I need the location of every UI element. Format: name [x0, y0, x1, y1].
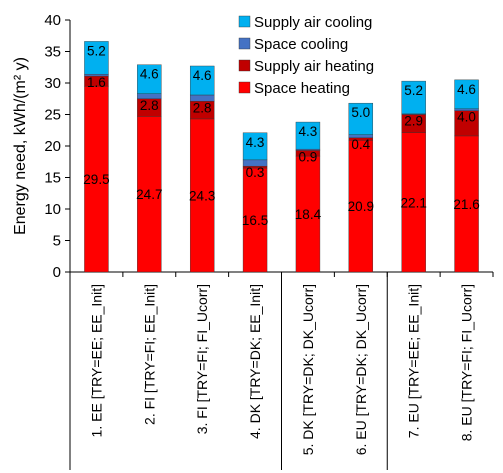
y-tick-label: 35	[44, 44, 61, 61]
data-label: 4.3	[246, 135, 265, 150]
data-label: 16.5	[242, 213, 268, 228]
bar-segment	[242, 167, 268, 273]
category-label: 6. EU [TRY=DK; DK_Ucorr]	[353, 284, 369, 455]
y-axis-title: Energy need, kWh/(m² y)	[12, 57, 29, 235]
y-tick-label: 40	[44, 12, 61, 29]
category-label: 1. EE [TRY=EE; EE_Init]	[88, 284, 104, 437]
data-label: 5.2	[404, 83, 423, 98]
bar-segment	[189, 65, 215, 96]
legend-swatch	[238, 81, 251, 94]
data-label: 1.6	[87, 75, 106, 90]
legend-swatch	[238, 59, 251, 72]
category-label: 4. DK [TRY=DK; EE_Init]	[247, 284, 263, 439]
category-label: 5. DK [TRY=DK; DK_Ucorr]	[300, 284, 316, 455]
data-label: 2.8	[140, 98, 159, 113]
y-tick-label: 25	[44, 107, 61, 124]
bar-segment	[401, 80, 426, 115]
legend-label: Space cooling	[254, 36, 348, 53]
bar-segment	[401, 132, 426, 273]
bar-segment	[348, 140, 374, 273]
bar-segment	[242, 132, 268, 161]
y-tick-label: 15	[44, 170, 61, 187]
legend-swatch	[238, 37, 251, 50]
bar-segment	[84, 41, 109, 75]
category-label: 3. FI [TRY=FI; FI_Ucorr]	[194, 284, 210, 434]
data-label: 29.5	[83, 172, 109, 187]
y-tick-label: 0	[53, 264, 61, 281]
data-label: 24.3	[189, 188, 215, 203]
data-label: 4.6	[457, 82, 476, 97]
legend-swatch	[238, 15, 251, 28]
data-label: 2.9	[404, 114, 423, 129]
category-label: 2. FI [TRY=FI; EE_Init]	[141, 284, 157, 425]
category-label: 7. EU [TRY=EE; EE_Init]	[406, 284, 422, 438]
y-tick-label: 30	[44, 75, 61, 92]
legend-label: Supply air cooling	[254, 14, 372, 31]
data-label: 4.6	[193, 68, 212, 83]
bar-segment	[454, 79, 479, 110]
y-tick-label: 20	[44, 138, 61, 155]
bar-segment	[295, 121, 321, 150]
bar-segment	[189, 118, 215, 273]
y-tick-label: 5	[53, 233, 61, 250]
data-label: 22.1	[401, 195, 427, 210]
data-label: 4.0	[457, 110, 476, 125]
data-label: 20.9	[348, 199, 374, 214]
bar-segment	[84, 85, 109, 273]
data-label: 4.6	[140, 67, 159, 82]
data-label: 5.0	[351, 105, 370, 120]
bar-segment	[295, 155, 321, 273]
data-label: 18.4	[295, 207, 322, 222]
bar-segment	[137, 64, 162, 94]
data-label: 5.2	[87, 43, 106, 58]
data-label: 0.4	[351, 137, 370, 152]
legend-label: Supply air heating	[254, 58, 374, 75]
data-label: 24.7	[136, 187, 162, 202]
data-label: 4.3	[299, 124, 318, 139]
bar-segment	[454, 135, 479, 273]
data-label: 0.9	[299, 149, 318, 164]
data-label: 21.6	[453, 197, 479, 212]
bar-segment	[348, 102, 374, 135]
data-label: 0.3	[246, 165, 265, 180]
y-tick-label: 10	[44, 201, 61, 218]
data-label: 2.8	[193, 100, 212, 115]
legend-label: Space heating	[254, 80, 350, 97]
category-label: 8. EU [TRY=FI; FI_Ucorr]	[459, 284, 475, 441]
